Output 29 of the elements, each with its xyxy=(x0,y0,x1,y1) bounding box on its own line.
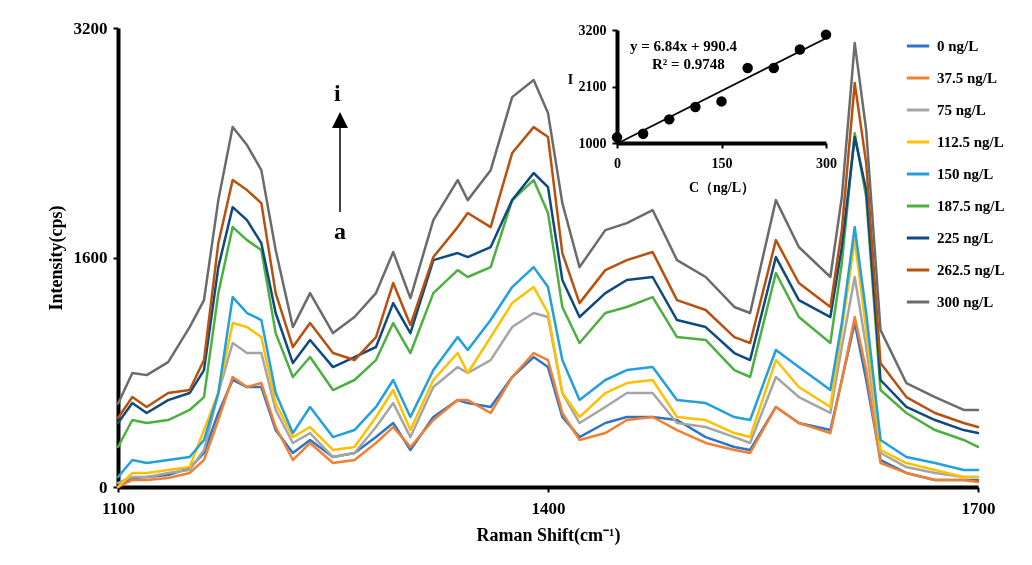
y-axis-title: I xyxy=(567,72,574,87)
y-tick-label: 1000 xyxy=(578,135,607,151)
x-tick-label: 1700 xyxy=(961,498,996,518)
annotation: y = 6.84x + 990.4 xyxy=(630,38,738,55)
x-tick-label: 1100 xyxy=(101,498,136,518)
y-tick-label: 2100 xyxy=(578,79,607,94)
legend-label: 262.5 ng/L xyxy=(937,262,1005,278)
x-tick-label: 0 xyxy=(614,155,621,171)
y-tick-label: 1600 xyxy=(73,248,108,267)
legend-label: 0 ng/L xyxy=(937,38,979,54)
y-tick-label: 3200 xyxy=(73,18,108,38)
legend-label: 37.5 ng/L xyxy=(937,70,998,86)
x-tick-label: 1400 xyxy=(531,498,566,518)
annotation: i xyxy=(334,80,341,107)
legend-label: 150 ng/L xyxy=(937,166,994,182)
legend-label: 225 ng/L xyxy=(937,230,994,246)
y-tick-label: 0 xyxy=(99,477,108,497)
y-axis-title: Intensity(cps) xyxy=(45,205,67,311)
annotation: a xyxy=(334,218,346,245)
x-axis-title: C（ng/L） xyxy=(688,179,756,195)
annotation: R² = 0.9748 xyxy=(652,56,725,73)
legend-label: 300 ng/L xyxy=(937,294,994,310)
x-axis-title: Raman Shift(cm⁻¹) xyxy=(476,524,621,546)
legend-label: 187.5 ng/L xyxy=(937,198,1005,214)
legend-label: 75 ng/L xyxy=(937,102,986,118)
x-tick-label: 150 xyxy=(711,155,733,171)
legend-label: 112.5 ng/L xyxy=(937,134,1004,150)
y-tick-label: 3200 xyxy=(578,22,607,38)
x-tick-label: 300 xyxy=(816,155,837,171)
